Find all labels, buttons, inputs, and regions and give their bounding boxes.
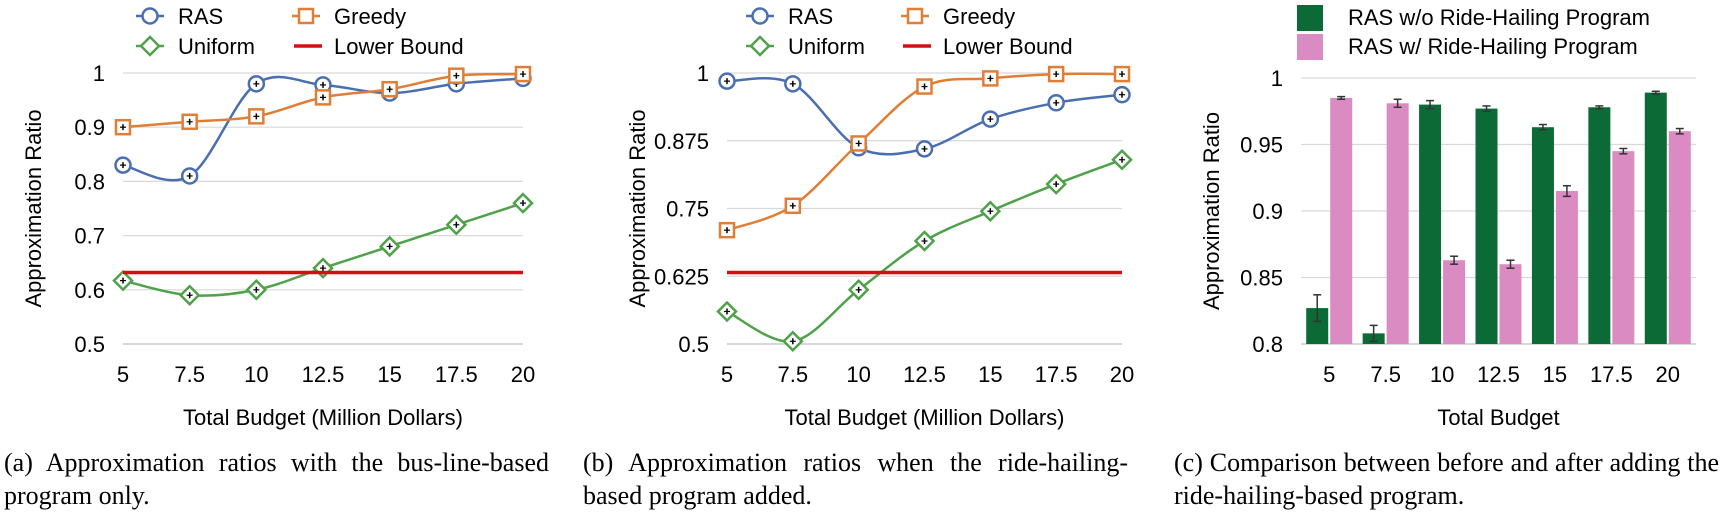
legend-swatch <box>1297 34 1323 60</box>
figure: 0.5 0.6 0.7 0.8 0.9 1 Approximation Ratio Total… <box>21 4 1696 430</box>
x-tick-label: 5 <box>1323 362 1335 387</box>
x-tick-label: 5 <box>117 362 129 387</box>
legend-label: Lower Bound <box>943 34 1073 59</box>
legend-label: Greedy <box>334 4 406 29</box>
bar <box>1499 264 1522 344</box>
legend-marker <box>297 7 315 25</box>
legend-entry: Greedy <box>292 4 406 29</box>
y-tick-label: 0.75 <box>666 197 709 222</box>
x-tick-label: 7.5 <box>1370 362 1401 387</box>
legend-marker <box>141 7 159 25</box>
y-axis-label: Approximation Ratio <box>21 109 46 307</box>
legend-label: RAS <box>788 4 833 29</box>
x-tick-label: 20 <box>511 362 535 387</box>
x-axis-label: Total Budget (Million Dollars) <box>183 405 463 430</box>
y-tick-label: 0.95 <box>1240 133 1283 158</box>
chart-c: 0.8 0.85 0.9 0.95 1 Approximation Ratio Total … <box>1199 5 1696 430</box>
legend-entry: RAS w/o Ride-Hailing Program <box>1297 5 1650 31</box>
x-tick-label: 10 <box>244 362 268 387</box>
x-tick-label: 20 <box>1656 362 1680 387</box>
x-tick-label: 12.5 <box>903 362 946 387</box>
legend-entry: RAS w/ Ride-Hailing Program <box>1297 34 1638 60</box>
x-tick-label: 15 <box>377 362 401 387</box>
y-tick-label: 0.875 <box>654 129 709 154</box>
bar <box>1419 104 1442 344</box>
x-tick-label: 17.5 <box>435 362 478 387</box>
bar <box>1644 92 1667 344</box>
x-axis-label: Total Budget (Million Dollars) <box>785 405 1065 430</box>
legend-label: Greedy <box>943 4 1015 29</box>
series-without-ride-hailing <box>1306 90 1667 345</box>
series-with-ride-hailing <box>1330 95 1691 345</box>
x-tick-label: 17.5 <box>1035 362 1078 387</box>
legend-entry: Greedy <box>901 4 1015 29</box>
legend-entry: RAS <box>136 4 223 29</box>
legend-swatch <box>1297 5 1323 31</box>
bar <box>1668 131 1691 344</box>
y-tick-label: 1 <box>697 61 709 86</box>
bar <box>1531 127 1554 345</box>
legend-label: RAS <box>178 4 223 29</box>
legend-entry: Lower Bound <box>294 34 464 59</box>
y-tick-label: 0.5 <box>678 332 709 357</box>
bar <box>1386 103 1409 345</box>
y-tick-label: 0.8 <box>74 169 105 194</box>
y-tick-label: 0.9 <box>74 115 105 140</box>
chart-a: 0.5 0.6 0.7 0.8 0.9 1 Approximation Ratio Total… <box>21 4 535 430</box>
caption-a: (a) Approximation ratios with the bus-li… <box>4 448 549 510</box>
y-tick-label: 0.5 <box>74 332 105 357</box>
x-tick-label: 7.5 <box>778 362 809 387</box>
y-tick-label: 1 <box>93 61 105 86</box>
legend-label: Uniform <box>788 34 865 59</box>
y-tick-label: 0.85 <box>1240 266 1283 291</box>
series-greedy <box>718 65 1131 239</box>
bar <box>1443 260 1466 344</box>
x-tick-label: 15 <box>1543 362 1567 387</box>
legend-entry: RAS <box>746 4 833 29</box>
y-tick-label: 1 <box>1271 66 1283 91</box>
legend-marker <box>906 7 924 25</box>
x-tick-label: 15 <box>978 362 1002 387</box>
bar <box>1555 191 1578 344</box>
series-line <box>122 201 524 297</box>
x-tick-label: 20 <box>1110 362 1134 387</box>
x-tick-label: 17.5 <box>1590 362 1633 387</box>
series-uniform <box>112 192 534 306</box>
x-tick-label: 10 <box>1430 362 1454 387</box>
bar <box>1475 108 1498 344</box>
legend-label: RAS w/ Ride-Hailing Program <box>1348 34 1638 59</box>
chart-b: 0.5 0.625 0.75 0.875 1 Approximation Ratio Tot… <box>625 4 1134 430</box>
bar <box>1588 107 1611 344</box>
x-axis-label: Total Budget <box>1437 405 1559 430</box>
x-tick-label: 10 <box>846 362 870 387</box>
x-tick-label: 7.5 <box>174 362 205 387</box>
x-tick-label: 12.5 <box>1477 362 1520 387</box>
y-axis-label: Approximation Ratio <box>1199 112 1224 310</box>
legend-entry: Uniform <box>136 34 255 59</box>
y-tick-label: 0.625 <box>654 264 709 289</box>
caption-c: (c) Comparison between before and after … <box>1174 448 1719 510</box>
x-tick-label: 12.5 <box>302 362 345 387</box>
legend-marker <box>139 35 161 57</box>
y-tick-label: 0.8 <box>1252 332 1283 357</box>
bar <box>1330 97 1353 344</box>
legend-label: Uniform <box>178 34 255 59</box>
legend-marker <box>751 7 769 25</box>
legend-label: RAS w/o Ride-Hailing Program <box>1348 5 1650 30</box>
y-tick-label: 0.9 <box>1252 199 1283 224</box>
series-uniform <box>716 148 1133 353</box>
y-axis-label: Approximation Ratio <box>625 109 650 307</box>
caption-b: (b) Approximation ratios when the ride-h… <box>583 448 1128 510</box>
legend-entry: Lower Bound <box>903 34 1073 59</box>
legend-entry: Uniform <box>746 34 865 59</box>
x-tick-label: 5 <box>721 362 733 387</box>
y-tick-label: 0.7 <box>74 224 105 249</box>
legend-marker <box>749 35 771 57</box>
legend-label: Lower Bound <box>334 34 464 59</box>
y-tick-label: 0.6 <box>74 278 105 303</box>
bar <box>1306 308 1329 344</box>
series-greedy <box>114 65 532 136</box>
bar <box>1612 151 1635 344</box>
